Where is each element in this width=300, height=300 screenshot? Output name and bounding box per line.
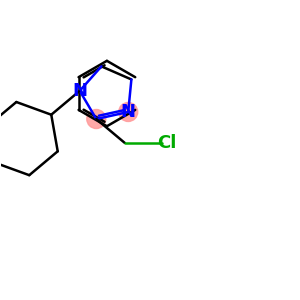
Text: Cl: Cl (157, 134, 176, 152)
Circle shape (87, 110, 106, 128)
Text: N: N (121, 103, 136, 121)
Circle shape (119, 103, 138, 122)
Text: N: N (72, 82, 87, 100)
